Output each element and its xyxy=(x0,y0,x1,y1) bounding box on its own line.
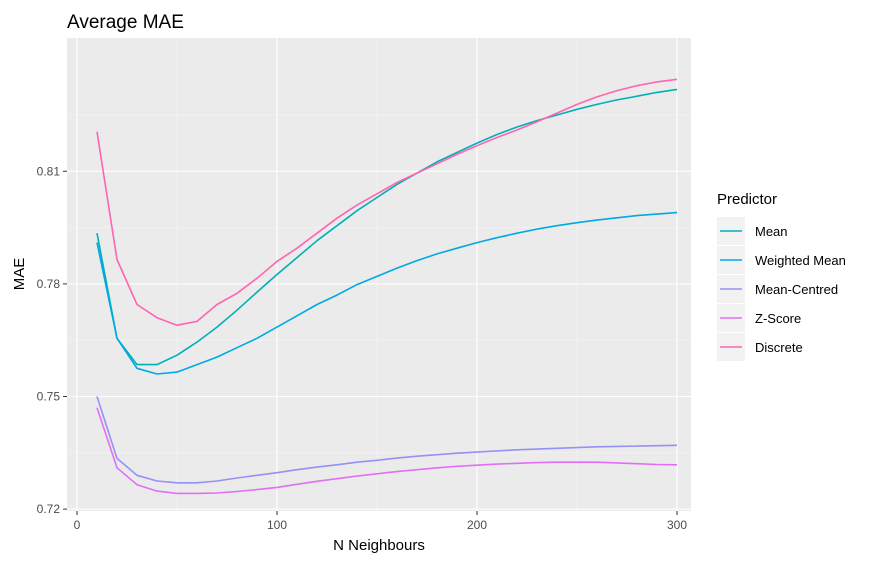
legend-label-mean: Mean xyxy=(755,224,788,239)
grid-major xyxy=(67,38,691,511)
legend-label-mean-centred: Mean-Centred xyxy=(755,282,838,297)
series-line-discrete xyxy=(96,78,678,327)
grid-minor xyxy=(67,38,691,511)
legend: Predictor Mean Weighted Mean Mean-Centred Z… xyxy=(717,191,846,361)
plot-panel xyxy=(67,38,691,511)
legend-label-weighted-mean: Weighted Mean xyxy=(755,253,846,268)
series-line-mean xyxy=(96,88,678,366)
x-tick-label: 100 xyxy=(267,518,287,532)
legend-label-discrete: Discrete xyxy=(755,340,803,355)
y-tick-label: 0.72 xyxy=(37,502,61,516)
y-tick-label: 0.75 xyxy=(37,390,61,404)
legend-label-z-score: Z-Score xyxy=(755,311,801,326)
series-line-z-score xyxy=(96,407,678,495)
x-tick-label: 0 xyxy=(74,518,81,532)
series-lines xyxy=(96,78,678,495)
x-tick-label: 300 xyxy=(667,518,687,532)
y-axis: 0.72 0.75 0.78 0.81 xyxy=(37,164,67,516)
y-axis-title: MAE xyxy=(11,258,28,291)
series-line-mean-centred xyxy=(96,396,678,484)
legend-title: Predictor xyxy=(717,191,777,208)
x-axis: 0 100 200 300 xyxy=(74,511,687,532)
x-tick-label: 200 xyxy=(467,518,487,532)
series-line-weighted-mean xyxy=(96,211,678,375)
x-axis-title: N Neighbours xyxy=(333,537,425,554)
y-tick-label: 0.81 xyxy=(37,164,61,178)
chart-title: Average MAE xyxy=(67,12,184,33)
legend-items: Mean Weighted Mean Mean-Centred Z-Score Disc… xyxy=(717,217,846,361)
y-tick-label: 0.78 xyxy=(37,277,61,291)
